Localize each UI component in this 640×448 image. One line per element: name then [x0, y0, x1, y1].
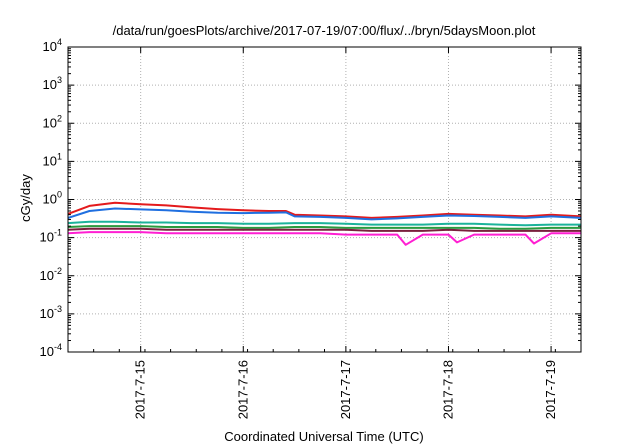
- y-tick-label: 10-3: [40, 304, 62, 321]
- y-tick-label: 102: [43, 113, 62, 130]
- series-line-2: [67, 207, 582, 221]
- y-tick-label: 10-4: [40, 342, 62, 359]
- y-tick-label: 100: [43, 190, 62, 207]
- series-line-6: [67, 231, 581, 246]
- y-tick-label: 10-2: [40, 266, 62, 283]
- plot-frame: [67, 46, 582, 353]
- series-line-1: [67, 201, 582, 219]
- x-tick-label: 2017-7-15: [133, 360, 148, 419]
- y-tick-label: 10-1: [40, 228, 62, 245]
- y-axis-label: cGy/day: [18, 174, 33, 222]
- y-tick-label: 104: [43, 37, 62, 54]
- y-tick-label: 101: [43, 151, 62, 168]
- series-layer: [67, 201, 582, 246]
- series-line-4: [67, 225, 581, 230]
- x-tick-label: 2017-7-18: [440, 360, 455, 419]
- x-tick-label: 2017-7-17: [338, 360, 353, 419]
- x-tick-label: 2017-7-16: [235, 360, 250, 419]
- chart-title: /data/run/goesPlots/archive/2017-07-19/0…: [113, 23, 536, 38]
- x-axis-label: Coordinated Universal Time (UTC): [224, 429, 423, 444]
- grid: [68, 47, 581, 352]
- x-tick-label: 2017-7-19: [543, 360, 558, 419]
- x-axis: 2017-7-15 2017-7-16 2017-7-17 2017-7-18 2017…: [67, 47, 582, 419]
- y-tick-label: 103: [43, 75, 62, 92]
- series-line-5: [67, 227, 581, 232]
- series-line-3: [67, 220, 581, 227]
- y-axis: 10-4 10-3 10-2 10-1 100 101 102 103 104: [40, 37, 581, 359]
